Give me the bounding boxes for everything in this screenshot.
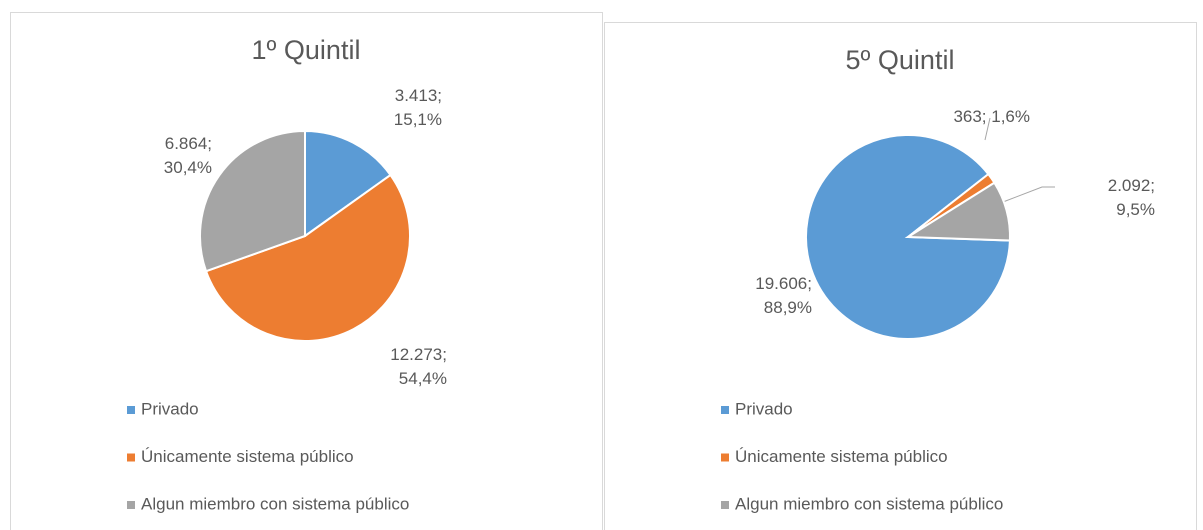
leader-line bbox=[984, 117, 991, 141]
legend-marker bbox=[127, 501, 135, 509]
legend-label: Únicamente sistema público bbox=[141, 447, 354, 466]
chart-title: 1º Quintil bbox=[252, 35, 361, 65]
legend-marker bbox=[127, 453, 135, 462]
data-label: 3.413; 15,1% bbox=[393, 86, 442, 129]
data-label: 6.864; 30,4% bbox=[163, 134, 212, 177]
pie-slice bbox=[199, 129, 306, 273]
pie-slice bbox=[904, 181, 1011, 242]
chart-title: 5º Quintil bbox=[846, 45, 955, 75]
pie-slice bbox=[204, 173, 411, 342]
legend-marker bbox=[721, 501, 729, 509]
legend-marker bbox=[721, 406, 729, 414]
legend-label: Algun miembro con sistema público bbox=[735, 494, 1003, 513]
leader-line bbox=[1002, 186, 1055, 203]
legend-marker bbox=[721, 453, 729, 462]
pie-slice bbox=[304, 129, 392, 238]
panel-border bbox=[604, 22, 1197, 530]
panel-border bbox=[10, 12, 603, 530]
data-label: 12.273; 54,4% bbox=[390, 345, 447, 388]
legend-label: Privado bbox=[735, 399, 793, 418]
legend-label: Algun miembro con sistema público bbox=[141, 494, 409, 513]
data-label: 2.092; 9,5% bbox=[1107, 176, 1155, 219]
legend-label: Únicamente sistema público bbox=[735, 447, 948, 466]
data-label: 363; 1,6% bbox=[953, 107, 1030, 126]
data-label: 19.606; 88,9% bbox=[755, 274, 812, 317]
legend-marker bbox=[127, 406, 135, 414]
legend-label: Privado bbox=[141, 399, 199, 418]
